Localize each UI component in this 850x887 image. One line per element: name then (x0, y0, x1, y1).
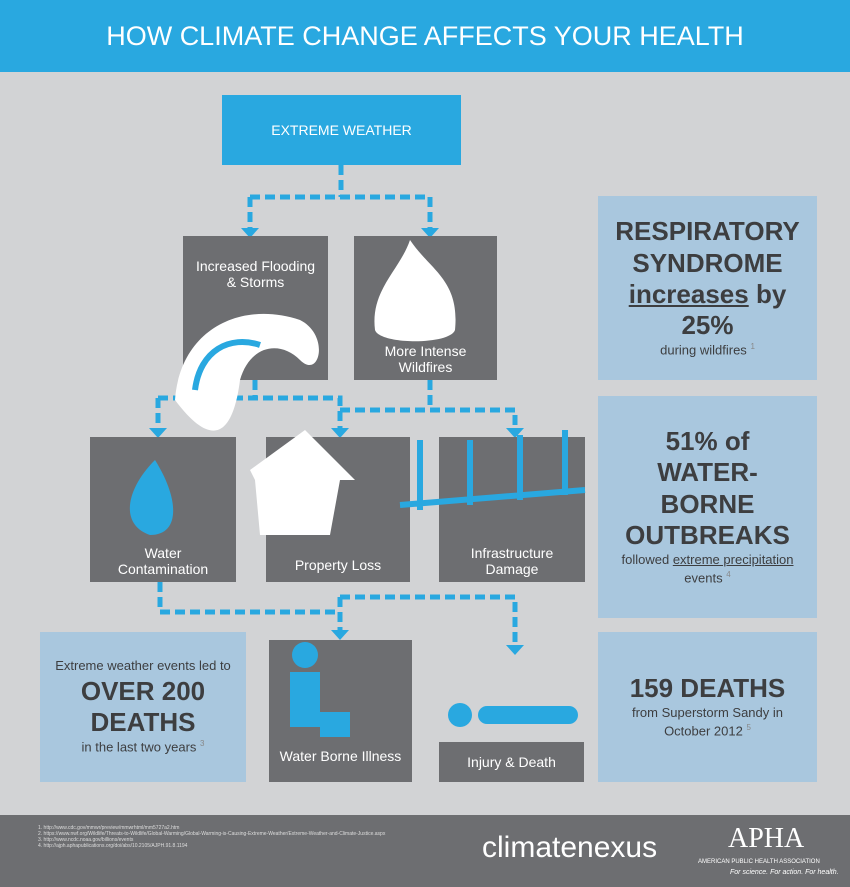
node-label: EXTREME WEATHER (271, 122, 412, 138)
stat-lead: Extreme weather events led to (55, 658, 231, 674)
stat-detail: from Superstorm Sandy in October 2012 (631, 705, 783, 739)
stat-detail: in the last two years (81, 739, 197, 755)
stat-lead: followed (621, 552, 670, 568)
stat-headline: OVER 200 DEATHS (80, 675, 206, 737)
stat-note: 5 (746, 723, 751, 733)
stat-headline: 51% of WATER-BORNE OUTBREAKS (625, 426, 790, 550)
stat-box: Extreme weather events led to OVER 200 D… (40, 632, 246, 782)
stat-box: 159 DEATHS from Superstorm Sandy in Octo… (598, 632, 817, 782)
title: HOW CLIMATE CHANGE AFFECTS YOUR HEALTH (0, 0, 850, 72)
org-name: AMERICAN PUBLIC HEALTH ASSOCIATION (698, 859, 820, 865)
node-label: Increased Flooding & Storms (195, 258, 316, 290)
org-logo: APHA (728, 823, 805, 854)
tagline: For science. For action. For health. (730, 869, 839, 876)
stat-box: 51% of WATER-BORNE OUTBREAKS followed ex… (598, 396, 817, 618)
reference: 1. http://www.cdc.gov/mmwr/preview/mmwrh… (38, 825, 180, 831)
reference: 2. https://www.nwf.org/Wildlife/Threats-… (38, 831, 386, 837)
node-label: More Intense Wildfires (384, 343, 467, 375)
references: 1. http://www.cdc.gov/mmwr/preview/mmwrh… (38, 825, 458, 849)
stat-figure: by 25% (681, 278, 787, 340)
reference: 4. http://ajph.aphapublications.org/doi/… (38, 843, 188, 849)
brand: climatenexus (482, 831, 658, 864)
node-label: Injury & Death (467, 754, 556, 770)
connectors (90, 95, 586, 782)
stat-emphasis: extreme precipitation (672, 552, 794, 568)
stat-note: 4 (726, 570, 731, 580)
stat-headline: 159 DEATHS (629, 673, 786, 704)
stat-box: RESPIRATORY SYNDROME increases by 25% du… (598, 196, 817, 380)
node-label: Property Loss (294, 557, 382, 573)
stat-detail: events (684, 570, 723, 586)
node-label: Infrastructure Damage (470, 545, 554, 577)
stat-note: 3 (200, 739, 205, 749)
footer: 1. http://www.cdc.gov/mmwr/preview/mmwrh… (0, 815, 850, 887)
stat-note: 1 (750, 342, 755, 352)
stat-headline: RESPIRATORY SYNDROME (615, 216, 800, 278)
node-label: Water Contamination (117, 545, 209, 577)
stat-emphasis: increases (628, 278, 749, 309)
reference: 3. http://www.ncdc.noaa.gov/billions/eve… (38, 837, 134, 843)
stat-detail: during wildfires (660, 342, 747, 358)
node-label: Water Borne Illness (279, 748, 402, 764)
